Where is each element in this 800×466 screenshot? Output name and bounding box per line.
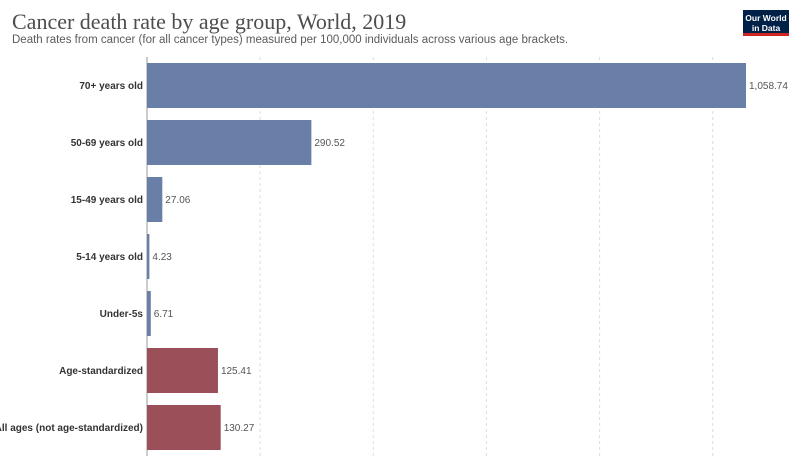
bar[interactable] <box>147 234 150 279</box>
owid-logo[interactable]: Our World in Data <box>743 10 789 36</box>
logo-line-2: in Data <box>751 23 781 33</box>
value-label: 27.06 <box>165 195 190 206</box>
category-label: 5-14 years old <box>76 252 143 263</box>
bar[interactable] <box>147 120 312 165</box>
bar[interactable] <box>147 405 221 450</box>
labels: 70+ years old 1,058.74 50-69 years old 290.… <box>0 81 788 434</box>
category-label: All ages (not age-standardized) <box>0 423 143 434</box>
value-label: 1,058.74 <box>749 81 788 92</box>
bar[interactable] <box>147 348 218 393</box>
value-label: 125.41 <box>221 366 252 377</box>
category-label: 15-49 years old <box>71 195 143 206</box>
bar[interactable] <box>147 291 151 336</box>
gridlines <box>146 57 714 456</box>
category-label: 50-69 years old <box>71 138 143 149</box>
bar[interactable] <box>147 63 746 108</box>
value-label: 130.27 <box>224 423 255 434</box>
category-label: Under-5s <box>100 309 144 320</box>
category-label: Age-standardized <box>59 366 143 377</box>
bars <box>147 63 746 450</box>
chart-title: Cancer death rate by age group, World, 2… <box>12 9 407 34</box>
value-label: 290.52 <box>314 138 345 149</box>
value-label: 6.71 <box>154 309 174 320</box>
bar[interactable] <box>147 177 163 222</box>
chart-subtitle: Death rates from cancer (for all cancer … <box>12 34 569 46</box>
value-label: 4.23 <box>152 252 172 263</box>
category-label: 70+ years old <box>79 81 143 92</box>
logo-line-1: Our World <box>745 13 787 23</box>
